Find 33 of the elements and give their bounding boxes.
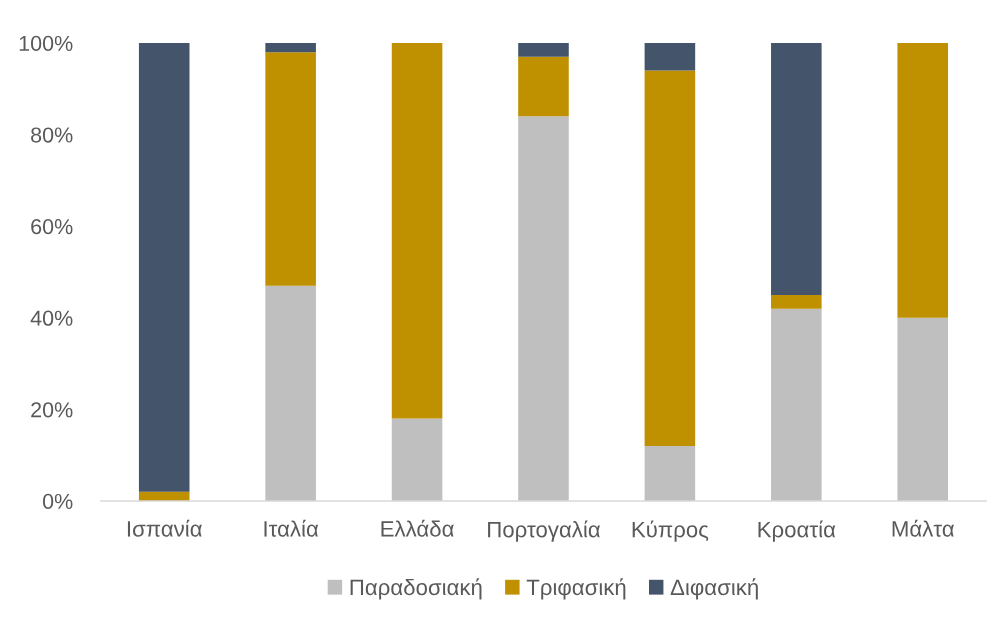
bar <box>771 308 822 502</box>
bar <box>518 116 569 502</box>
legend-label: Παραδοσιακή <box>350 578 482 600</box>
x-tick-label: Ιταλία <box>264 519 319 537</box>
x-tick-label: Κύπρος <box>632 520 709 542</box>
bar <box>644 70 696 447</box>
y-tick-label: 40% <box>30 310 73 326</box>
bar <box>391 418 443 502</box>
y-tick-label: 20% <box>31 402 73 418</box>
bar <box>265 52 316 286</box>
x-tick-label: Ισπανία <box>127 519 202 537</box>
bar <box>644 446 696 502</box>
x-tick-label: Πορτογαλία <box>488 520 601 542</box>
x-tick-label: Κροατία <box>758 520 836 542</box>
x-tick-label: Μάλτα <box>892 519 954 537</box>
y-tick-label: 80% <box>31 127 73 143</box>
x-tick-label: Ελλάδα <box>381 519 454 537</box>
legend-label: Τριφασική <box>526 578 626 600</box>
bar <box>391 43 443 419</box>
y-tick-label: 60% <box>31 218 73 235</box>
bar <box>771 43 822 295</box>
bar <box>518 56 569 117</box>
bar <box>644 43 696 71</box>
bar <box>265 285 316 502</box>
bar <box>265 43 316 53</box>
y-tick-label: 0% <box>42 493 73 510</box>
legend-label: Διφασική <box>670 578 758 600</box>
bar <box>771 294 822 309</box>
y-tick-label: 100% <box>19 35 73 52</box>
bar <box>138 43 190 492</box>
bar <box>897 43 949 318</box>
bar <box>897 317 949 502</box>
bar <box>518 43 569 57</box>
